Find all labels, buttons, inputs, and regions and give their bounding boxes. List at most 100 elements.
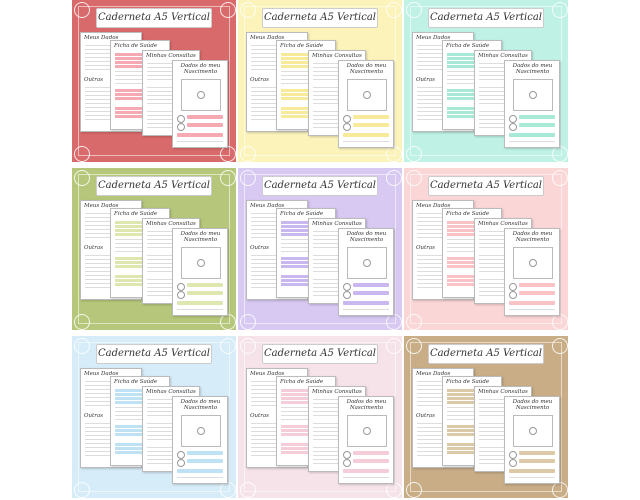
ornament-icon: [74, 2, 90, 18]
page-line: [281, 251, 329, 252]
ornament-icon: [220, 2, 236, 18]
page-line: [479, 115, 525, 116]
decorative-frame: [410, 342, 562, 492]
accent-chip: [509, 469, 555, 473]
ornament-icon: [406, 314, 422, 330]
accent-band: [447, 53, 495, 56]
page-line: [313, 411, 359, 412]
page-title: Ficha de Saúde: [446, 43, 490, 49]
accent-band: [447, 397, 495, 400]
ornament-icon: [406, 170, 422, 186]
page-title: Ficha de Saúde: [446, 379, 490, 385]
page-line: [343, 477, 389, 478]
product-tile[interactable]: Caderneta A5 Vertical Meus Dados Outras Fic…: [404, 168, 568, 330]
page-line: [147, 407, 193, 408]
baby-icon: [343, 283, 351, 291]
accent-band: [281, 233, 329, 236]
page-line: [147, 119, 193, 120]
product-tile[interactable]: Caderneta A5 Vertical Meus Dados Outras Fic…: [72, 0, 236, 162]
accent-band: [447, 275, 495, 278]
product-tile[interactable]: Caderneta A5 Vertical Meus Dados Outras Fic…: [404, 336, 568, 498]
page-line: [147, 87, 193, 88]
page-dados-nascimento: Dados do meu Nascimento: [338, 60, 394, 148]
page-line: [313, 79, 359, 80]
page-title: Minhas Consultas: [478, 389, 528, 395]
page-line: [147, 75, 193, 76]
ornament-icon: [552, 146, 568, 162]
page-line: [479, 119, 525, 120]
page-title: Ficha de Saúde: [114, 43, 158, 49]
accent-band: [281, 275, 329, 278]
page-line: [115, 83, 163, 84]
page-line: [313, 263, 359, 264]
ornament-icon: [240, 482, 256, 498]
accent-band: [447, 443, 495, 446]
product-tile[interactable]: Caderneta A5 Vertical Meus Dados Outras Fic…: [238, 336, 402, 498]
page-title: Dados do meu Nascimento: [180, 399, 221, 411]
page-title: Meus Dados: [84, 35, 119, 41]
page-line: [509, 477, 555, 478]
tile-title: Caderneta A5 Vertical: [96, 344, 212, 364]
page-line: [313, 91, 359, 92]
page-dados-nascimento: Dados do meu Nascimento: [172, 396, 228, 484]
ornament-icon: [220, 170, 236, 186]
page-line: [479, 231, 525, 232]
ornament-icon: [386, 338, 402, 354]
page-line: [147, 415, 193, 416]
page-line: [147, 123, 193, 124]
page-line: [313, 123, 359, 124]
page-line: [479, 259, 525, 260]
page-line: [147, 103, 193, 104]
product-tile[interactable]: Caderneta A5 Vertical Meus Dados Outras Fic…: [238, 168, 402, 330]
page-title: Meus Dados: [84, 371, 119, 377]
product-tile[interactable]: Caderneta A5 Vertical Meus Dados Outras Fic…: [72, 336, 236, 498]
accent-band: [281, 397, 329, 400]
page-title: Dados do meu Nascimento: [512, 63, 553, 75]
page-line: [147, 439, 193, 440]
accent-band: [115, 389, 163, 392]
page-line: [479, 255, 525, 256]
page-line: [115, 247, 163, 248]
page-line: [147, 295, 193, 296]
page-line: [147, 127, 193, 128]
page-title: Outras: [416, 77, 435, 83]
page-line: [281, 75, 329, 76]
product-tile[interactable]: Caderneta A5 Vertical Meus Dados Outras Fic…: [72, 168, 236, 330]
accent-band: [447, 97, 495, 100]
page-line: [147, 291, 193, 292]
ornament-icon: [552, 170, 568, 186]
accent-chip: [519, 459, 555, 463]
page-title: Ficha de Saúde: [114, 211, 158, 217]
accent-band: [115, 429, 163, 432]
accent-band: [115, 225, 163, 228]
decorative-frame: [410, 6, 562, 156]
page-line: [313, 71, 359, 72]
accent-band: [115, 229, 163, 232]
accent-band: [447, 89, 495, 92]
accent-band: [281, 57, 329, 60]
accent-chip: [187, 459, 223, 463]
page-title: Ficha de Saúde: [280, 43, 324, 49]
product-tile[interactable]: Caderneta A5 Vertical Meus Dados Outras Fic…: [404, 0, 568, 162]
page-line: [313, 287, 359, 288]
product-tile[interactable]: Caderneta A5 Vertical Meus Dados Outras Fic…: [238, 0, 402, 162]
accent-band: [115, 283, 163, 286]
page-title: Meus Dados: [250, 371, 285, 377]
page-line: [147, 435, 193, 436]
tile-title: Caderneta A5 Vertical: [96, 8, 212, 28]
baby-icon: [509, 459, 517, 467]
page-line: [313, 279, 359, 280]
page-line: [147, 459, 193, 460]
tile-title: Caderneta A5 Vertical: [262, 176, 378, 196]
baby-icon: [177, 451, 185, 459]
accent-band: [447, 389, 495, 392]
baby-icon: [177, 283, 185, 291]
accent-chip: [519, 283, 555, 287]
page-title: Minhas Consultas: [478, 221, 528, 227]
page-title: Outras: [250, 413, 269, 419]
ornament-icon: [552, 482, 568, 498]
accent-band: [281, 53, 329, 56]
accent-band: [281, 265, 329, 268]
page-line: [313, 99, 359, 100]
page-title: Ficha de Saúde: [280, 211, 324, 217]
